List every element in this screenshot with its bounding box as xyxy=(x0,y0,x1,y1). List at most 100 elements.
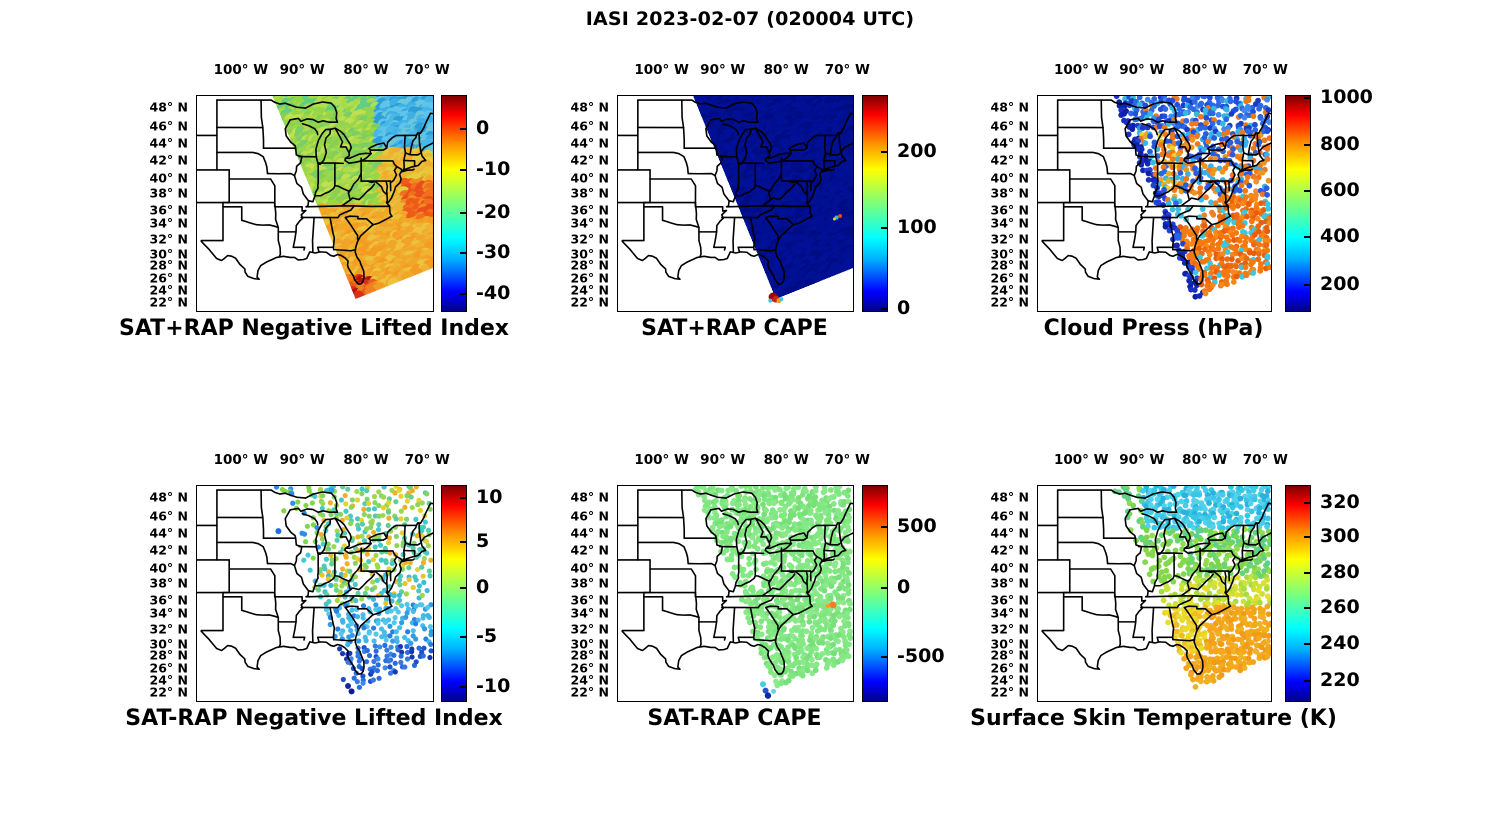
colorbar-tick xyxy=(1304,501,1310,504)
panel-title: Cloud Press (hPa) xyxy=(1043,316,1264,341)
map-panel-1: SAT+RAP Negative Lifted Index 100° W 90° … xyxy=(119,62,510,341)
lat-tick-label: 40° N xyxy=(149,560,188,576)
lat-tick-label: 48° N xyxy=(570,99,609,115)
lat-tick-label: 22° N xyxy=(149,684,188,700)
lat-tick-label: 36° N xyxy=(570,592,609,608)
lat-tick-label: 24° N xyxy=(990,282,1029,298)
colorbar-tick xyxy=(460,686,466,689)
lat-tick-label: 38° N xyxy=(570,185,609,201)
lon-tick-label: 100° W xyxy=(634,62,689,78)
colorbar-tick xyxy=(881,227,887,230)
lat-tick-label: 40° N xyxy=(149,170,188,186)
colorbar-tick-label: 1000 xyxy=(1320,86,1373,109)
colorbar-tick-label: 400 xyxy=(1320,225,1360,248)
lat-tick-label: 34° N xyxy=(570,605,609,621)
lat-tick-label: 44° N xyxy=(570,525,609,541)
lon-tick-label: 70° W xyxy=(404,62,450,78)
lat-tick-label: 28° N xyxy=(990,257,1029,273)
map-plot-area xyxy=(1037,95,1272,312)
colorbar-tick xyxy=(1304,643,1310,646)
colorbar-tick xyxy=(460,212,466,215)
lat-tick-label: 42° N xyxy=(990,152,1029,168)
lat-tick-label: 22° N xyxy=(570,294,609,310)
colorbar-tick xyxy=(881,655,887,658)
colorbar-tick-label: -40 xyxy=(476,281,511,304)
lat-tick-label: 32° N xyxy=(149,621,188,637)
lat-tick-label: 32° N xyxy=(570,231,609,247)
colorbar-tick-label: 280 xyxy=(1320,561,1360,584)
lon-tick-label: 70° W xyxy=(824,62,870,78)
colorbar-tick xyxy=(460,496,466,499)
lat-tick-label: 46° N xyxy=(570,118,609,134)
lat-tick-label: 32° N xyxy=(990,621,1029,637)
lon-tick-label: 80° W xyxy=(343,62,389,78)
panel-title: SAT+RAP CAPE xyxy=(641,316,828,341)
lat-tick-label: 38° N xyxy=(990,185,1029,201)
lat-tick-label: 48° N xyxy=(990,99,1029,115)
lat-tick-label: 24° N xyxy=(149,672,188,688)
colorbar-tick xyxy=(460,251,466,254)
colorbar-tick-label: 220 xyxy=(1320,669,1360,692)
panel-title: SAT-RAP Negative Lifted Index xyxy=(125,706,503,731)
colorbar-tick-label: -500 xyxy=(897,644,945,667)
lat-tick-label: 46° N xyxy=(990,508,1029,524)
lat-tick-label: 40° N xyxy=(990,560,1029,576)
colorbar-tick-label: 800 xyxy=(1320,133,1360,156)
lat-tick-label: 30° N xyxy=(570,246,609,262)
map-panel-4: SAT-RAP Negative Lifted Index 100° W 90° … xyxy=(125,452,510,731)
lat-tick-label: 30° N xyxy=(990,636,1029,652)
lat-tick-label: 26° N xyxy=(149,270,188,286)
lat-tick-label: 28° N xyxy=(149,647,188,663)
colorbar-tick-label: 200 xyxy=(1320,272,1360,295)
colorbar-tick-label: 0 xyxy=(476,117,490,140)
lon-tick-label: 90° W xyxy=(1119,62,1165,78)
map-canvas xyxy=(618,96,853,311)
lat-tick-label: 36° N xyxy=(149,202,188,218)
colorbar-tick-label: 0 xyxy=(897,576,911,599)
colorbar-tick xyxy=(460,168,466,171)
lat-tick-label: 44° N xyxy=(570,135,609,151)
colorbar-tick xyxy=(460,292,466,295)
colorbar-tick xyxy=(1304,236,1310,239)
lat-tick-label: 38° N xyxy=(570,575,609,591)
lon-tick-label: 100° W xyxy=(213,62,269,78)
lon-tick-label: 90° W xyxy=(1119,452,1165,468)
colorbar-tick xyxy=(881,307,887,310)
lon-tick-label: 80° W xyxy=(343,452,389,468)
lon-tick-label: 80° W xyxy=(1182,62,1228,78)
lat-tick-label: 30° N xyxy=(570,636,609,652)
lat-tick-label: 40° N xyxy=(570,560,609,576)
lat-tick-label: 30° N xyxy=(149,246,188,262)
colorbar xyxy=(1285,485,1311,702)
lat-tick-label: 34° N xyxy=(149,215,188,231)
lat-tick-label: 28° N xyxy=(990,647,1029,663)
colorbar-tick-label: -30 xyxy=(476,240,511,263)
lat-tick-label: 24° N xyxy=(990,672,1029,688)
map-panel-3: Cloud Press (hPa) 100° W 90° W 80° W 70° W 4… xyxy=(991,62,1373,341)
lat-tick-label: 36° N xyxy=(570,202,609,218)
colorbar-tick xyxy=(881,150,887,153)
lat-tick-label: 30° N xyxy=(149,636,188,652)
colorbar-tick xyxy=(1304,535,1310,538)
lat-tick-label: 44° N xyxy=(149,525,188,541)
map-panel-2: SAT+RAP CAPE 100° W 90° W 80° W 70° W 48° N 4… xyxy=(571,62,937,341)
lon-tick-label: 90° W xyxy=(700,62,746,78)
lon-tick-label: 80° W xyxy=(763,452,809,468)
lat-tick-label: 40° N xyxy=(570,170,609,186)
lat-tick-label: 42° N xyxy=(149,542,188,558)
colorbar-tick xyxy=(881,526,887,529)
colorbar-tick xyxy=(881,587,887,590)
lat-tick-label: 44° N xyxy=(149,135,188,151)
lat-tick-label: 26° N xyxy=(149,660,188,676)
lat-tick-label: 46° N xyxy=(149,508,188,524)
lon-tick-label: 70° W xyxy=(1242,452,1288,468)
lat-tick-label: 26° N xyxy=(990,270,1029,286)
lat-tick-label: 46° N xyxy=(990,118,1029,134)
map-plot-area xyxy=(196,485,434,702)
lat-tick-label: 42° N xyxy=(149,152,188,168)
colorbar xyxy=(441,485,467,702)
colorbar xyxy=(862,95,888,312)
lat-tick-label: 28° N xyxy=(570,257,609,273)
lat-tick-label: 46° N xyxy=(149,118,188,134)
colorbar-tick-label: 500 xyxy=(897,515,937,538)
